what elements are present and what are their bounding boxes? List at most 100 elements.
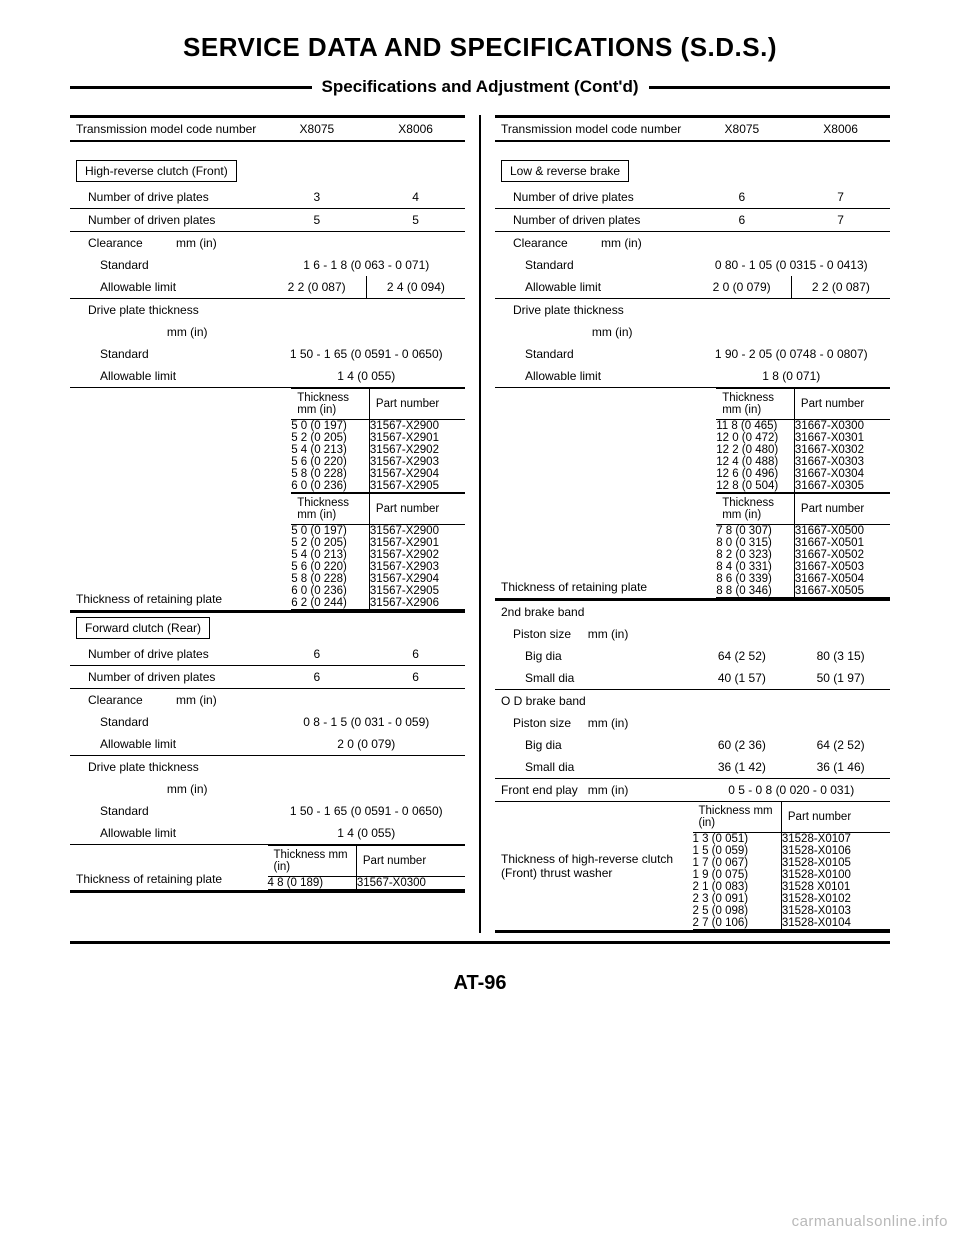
table-row: Clearance mm (in) (495, 232, 890, 255)
parts-row: 6 0 (0 236)31567-X2905 (291, 480, 465, 493)
parts-header: Thickness mm (in) (268, 846, 357, 877)
label: Number of drive plates (70, 643, 268, 666)
columns: Transmission model code number X8075 X80… (70, 115, 890, 933)
table-row: Piston size mm (in) (495, 712, 890, 734)
parts-header: Thickness mm (in) (291, 494, 369, 525)
table-row (70, 141, 465, 156)
header-c2: X8006 (366, 117, 465, 142)
label: Allowable limit (495, 365, 693, 388)
parts-cell: 12 2 (0 480) (716, 444, 794, 456)
value: 6 (366, 643, 465, 666)
parts-cell: 2 1 (0 083) (693, 881, 782, 893)
parts-cell: 8 4 (0 331) (716, 561, 794, 573)
parts-row: 8 0 (0 315)31667-X0501 (716, 537, 890, 549)
parts-cell: 31528-X0107 (781, 833, 890, 846)
label: Clearance mm (in) (70, 232, 268, 255)
value: 1 50 - 1 65 (0 0591 - 0 0650) (268, 343, 466, 365)
table-row: Drive plate thickness (70, 756, 465, 779)
parts-cell: 8 8 (0 346) (716, 585, 794, 598)
parts-row: 8 8 (0 346)31667-X0505 (716, 585, 890, 598)
parts-row: 12 4 (0 488)31667-X0303 (716, 456, 890, 468)
label: Big dia (495, 734, 693, 756)
parts-cell: 11 8 (0 465) (716, 420, 794, 433)
value: 6 (268, 666, 367, 689)
table-row: Number of drive plates 3 4 (70, 186, 465, 209)
parts-row: 2 7 (0 106)31528-X0104 (693, 917, 891, 930)
label: Number of drive plates (70, 186, 268, 209)
parts-cell: 12 4 (0 488) (716, 456, 794, 468)
label: Allowable limit (70, 276, 268, 299)
table-row: Thickness of retaining plate Thickness m… (495, 388, 890, 494)
boxed-label: Low & reverse brake (501, 160, 629, 182)
parts-header: Part number (356, 846, 465, 877)
value: 7 (791, 186, 890, 209)
parts-cell: 31667-X0501 (794, 537, 890, 549)
label: mm (in) (70, 321, 268, 343)
value: 60 (2 36) (693, 734, 792, 756)
label: Standard (70, 254, 268, 276)
table-row: Drive plate thickness (70, 299, 465, 322)
parts-cell: 5 4 (0 213) (291, 444, 369, 456)
parts-cell: 31528-X0104 (781, 917, 890, 930)
parts-header: Part number (369, 494, 465, 525)
parts-cell: 2 7 (0 106) (693, 917, 782, 930)
parts-row: 2 3 (0 091)31528-X0102 (693, 893, 891, 905)
label: Allowable limit (70, 822, 268, 845)
label: Clearance mm (in) (70, 689, 268, 712)
parts-cell: 4 8 (0 189) (268, 877, 357, 890)
parts-cell: 6 0 (0 236) (291, 585, 369, 597)
parts-cell: 1 9 (0 075) (693, 869, 782, 881)
table-row: Transmission model code number X8075 X80… (495, 117, 890, 142)
parts-cell: 2 5 (0 098) (693, 905, 782, 917)
parts-cell: 31667-X0505 (794, 585, 890, 598)
table-row: Standard 1 90 - 2 05 (0 0748 - 0 0807) (495, 343, 890, 365)
label: Front end play mm (in) (495, 779, 693, 802)
table-row: Drive plate thickness (495, 299, 890, 322)
value: 2 4 (0 094) (366, 276, 465, 299)
parts-cell: 31567-X2905 (369, 585, 465, 597)
table-row: Standard 0 8 - 1 5 (0 031 - 0 059) (70, 711, 465, 733)
header-label: Transmission model code number (495, 117, 693, 142)
subtitle-row: Specifications and Adjustment (Cont'd) (70, 77, 890, 97)
table-row: Transmission model code number X8075 X80… (70, 117, 465, 142)
table-row: Number of drive plates 6 7 (495, 186, 890, 209)
parts-cell: 31667-X0300 (794, 420, 890, 433)
parts-row: 5 4 (0 213)31567-X2902 (291, 444, 465, 456)
table-row (495, 141, 890, 156)
table-row: Allowable limit 1 8 (0 071) (495, 365, 890, 388)
value: 0 8 - 1 5 (0 031 - 0 059) (268, 711, 466, 733)
table-row: Big dia 64 (2 52) 80 (3 15) (495, 645, 890, 667)
parts-cell: 31567-X2904 (369, 573, 465, 585)
parts-cell: 31528-X0102 (781, 893, 890, 905)
parts-row: 12 2 (0 480)31667-X0302 (716, 444, 890, 456)
parts-cell: 31567-X2903 (369, 561, 465, 573)
parts-cell: 31667-X0304 (794, 468, 890, 480)
value: 0 5 - 0 8 (0 020 - 0 031) (693, 779, 891, 802)
table-row: Forward clutch (Rear) (70, 612, 465, 644)
parts-header: Part number (781, 802, 890, 833)
label: Thickness of high-reverse clutch (Front)… (495, 802, 693, 932)
parts-cell: 31567-X2902 (369, 549, 465, 561)
parts-cell: 2 3 (0 091) (693, 893, 782, 905)
label: Small dia (495, 756, 693, 779)
label: Allowable limit (495, 276, 693, 299)
label: Standard (70, 343, 268, 365)
parts-row: 8 6 (0 339)31667-X0504 (716, 573, 890, 585)
table-row: O D brake band (495, 690, 890, 713)
label: Drive plate thickness (70, 756, 268, 779)
parts-cell: 31567-X2900 (369, 525, 465, 538)
table-row: Clearance mm (in) (70, 689, 465, 712)
parts-cell: 31567-X2902 (369, 444, 465, 456)
label: Thickness of retaining plate (70, 845, 268, 892)
table-row: Number of driven plates 5 5 (70, 209, 465, 232)
page-title: SERVICE DATA AND SPECIFICATIONS (S.D.S.) (70, 32, 890, 63)
parts-cell: 5 0 (0 197) (291, 525, 369, 538)
value: 1 90 - 2 05 (0 0748 - 0 0807) (693, 343, 891, 365)
header-c1: X8075 (693, 117, 792, 142)
label: O D brake band (495, 690, 693, 713)
parts-header: Thickness mm (in) (716, 389, 794, 420)
parts-row: 4 8 (0 189)31567-X0300 (268, 877, 466, 890)
parts-row: 1 3 (0 051)31528-X0107 (693, 833, 891, 846)
parts-cell: 31667-X0303 (794, 456, 890, 468)
parts-table: Thickness mm (in) Part number 1 3 (0 051… (693, 802, 891, 930)
